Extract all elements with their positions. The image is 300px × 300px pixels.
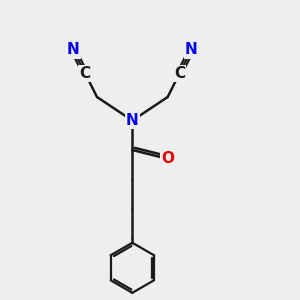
Text: C: C [80, 66, 91, 81]
Text: N: N [126, 113, 139, 128]
Text: N: N [185, 42, 198, 57]
Text: C: C [174, 66, 185, 81]
Text: N: N [67, 42, 80, 57]
Text: O: O [161, 151, 174, 166]
